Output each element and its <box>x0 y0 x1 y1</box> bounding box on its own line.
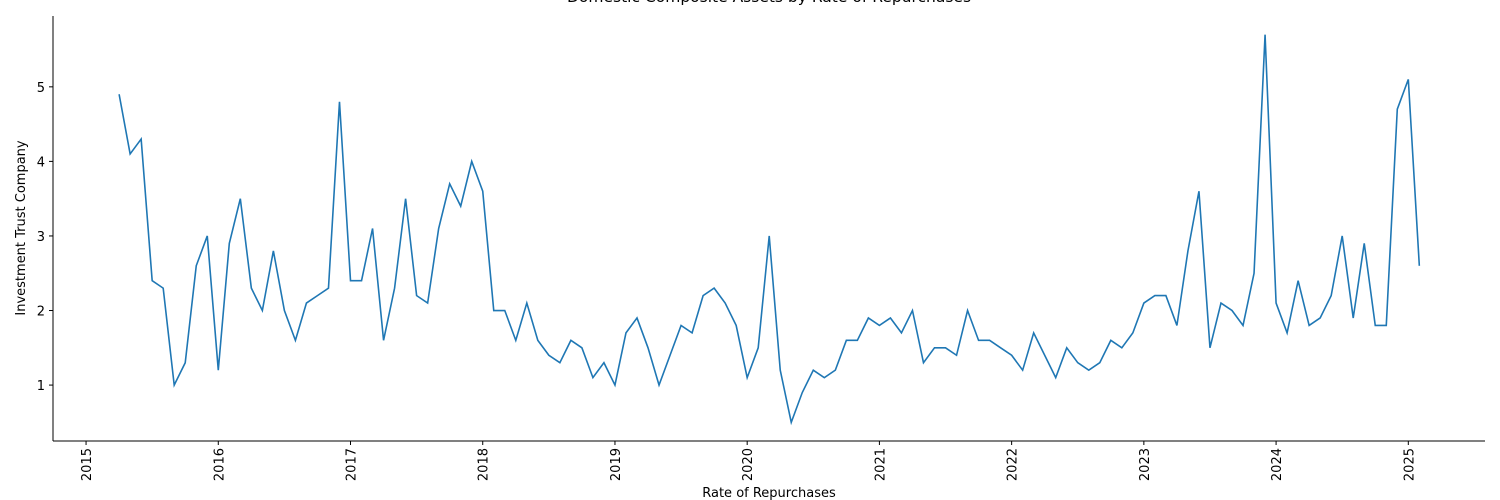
x-tick-label: 2017 <box>345 448 360 481</box>
x-axis-label: Rate of Repurchases <box>702 486 836 500</box>
x-tick-label: 2015 <box>80 448 95 481</box>
x-tick-label: 2018 <box>477 448 492 481</box>
y-tick-label: 2 <box>37 305 45 320</box>
y-tick-label: 4 <box>37 155 45 170</box>
x-tick-label: 2021 <box>873 448 888 481</box>
x-tick-label: 2025 <box>1402 448 1417 481</box>
data-line <box>118 34 1421 426</box>
x-tick-label: 2024 <box>1270 448 1285 481</box>
y-tick-label: 1 <box>37 379 45 394</box>
x-tick-label: 2023 <box>1138 448 1153 481</box>
y-tick-label: 3 <box>37 230 45 245</box>
x-tick-label: 2016 <box>212 448 227 481</box>
y-axis-label: Investment Trust Company <box>14 140 29 316</box>
x-tick-label: 2020 <box>741 448 756 481</box>
y-tick-label: 5 <box>37 81 45 96</box>
chart-title: Domestic Composite Assets by Rate of Rep… <box>567 0 971 6</box>
x-tick-label: 2019 <box>609 448 624 481</box>
x-tick-label: 2022 <box>1006 448 1021 481</box>
